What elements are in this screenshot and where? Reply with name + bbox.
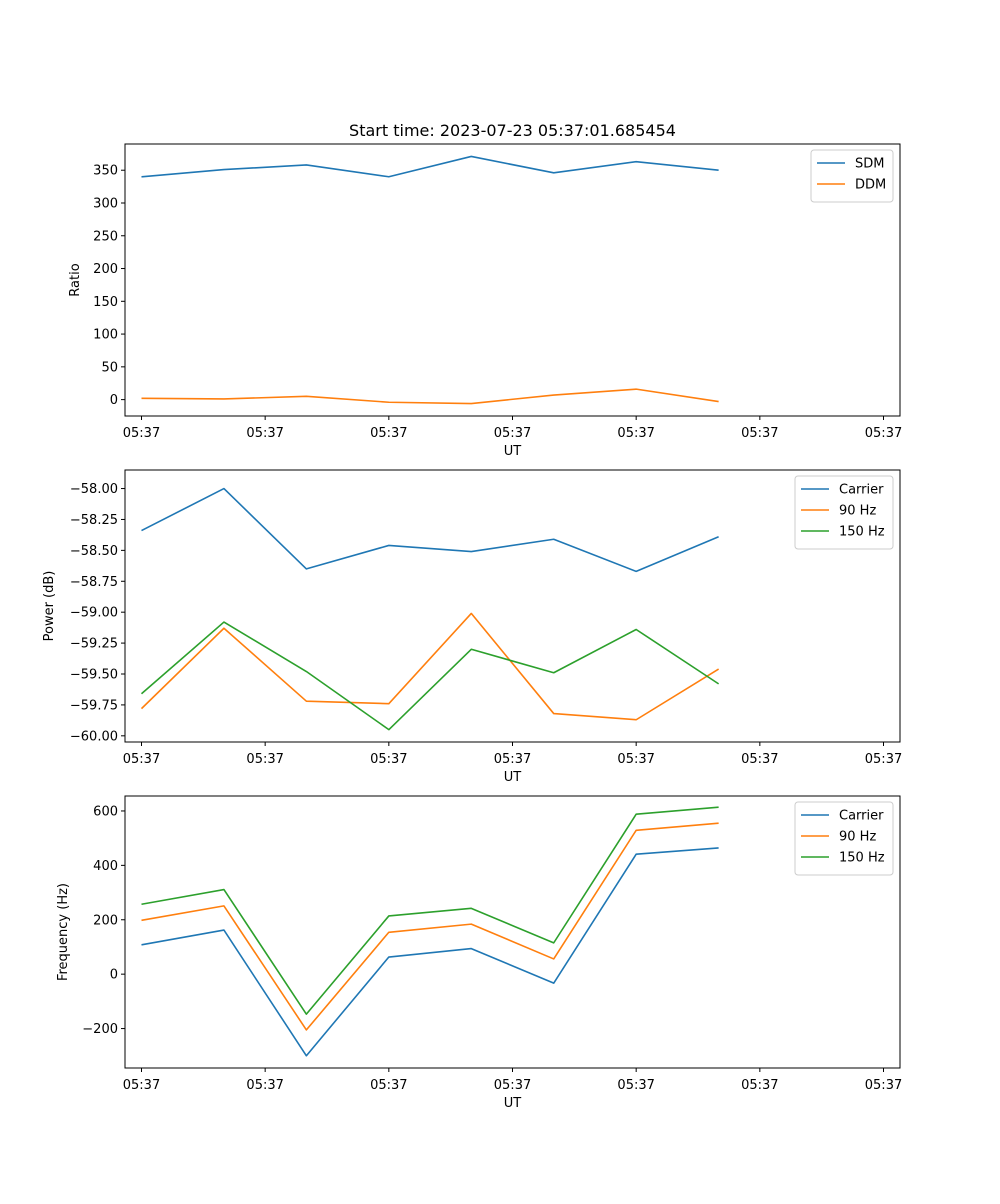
power-x-tick-label: 05:37 — [865, 752, 902, 767]
ratio-x-tick-label: 05:37 — [617, 426, 654, 441]
frequency-legend-label-150-hz: 150 Hz — [839, 851, 885, 866]
chart-title: Start time: 2023-07-23 05:37:01.685454 — [349, 121, 676, 140]
power-legend-label-carrier: Carrier — [839, 483, 884, 498]
power-y-tick-label: −59.50 — [70, 668, 118, 683]
power-x-tick-label: 05:37 — [741, 752, 778, 767]
power-series-150-hz-line — [140, 621, 720, 731]
power-legend: Carrier 90 Hz 150 Hz — [794, 475, 894, 550]
power-legend-label-90-hz: 90 Hz — [839, 504, 876, 519]
frequency-y-axis-label: Frequency (Hz) — [56, 883, 71, 981]
power-series-90-hz-line — [140, 612, 720, 721]
power-legend-label-150-hz: 150 Hz — [839, 525, 885, 540]
power-y-tick-label: −58.75 — [70, 575, 118, 590]
frequency-x-tick-label: 05:37 — [246, 1078, 283, 1093]
power-x-axis-label: UT — [504, 770, 522, 785]
frequency-x-tick-label: 05:37 — [617, 1078, 654, 1093]
power-y-tick-label: −58.50 — [70, 544, 118, 559]
ratio-x-tick-label: 05:37 — [370, 426, 407, 441]
ratio-x-tick-label: 05:37 — [123, 426, 160, 441]
frequency-panel: −200 0 200 400 600 05:37 05:37 05:37 05:37 05:37 0… — [56, 795, 902, 1111]
frequency-x-tick-label: 05:37 — [865, 1078, 902, 1093]
frequency-x-tick-label: 05:37 — [123, 1078, 160, 1093]
power-y-axis-label: Power (dB) — [42, 571, 57, 642]
frequency-legend-label-carrier: Carrier — [839, 809, 884, 824]
frequency-y-tick-label: −200 — [82, 1022, 118, 1037]
ratio-legend-label-ddm: DDM — [855, 178, 886, 193]
ratio-x-axis-label: UT — [504, 444, 522, 459]
ratio-panel: 0 50 100 150 200 250 300 350 05:37 05:37 05:37 05:3… — [68, 143, 902, 459]
ratio-x-tick-label: 05:37 — [246, 426, 283, 441]
power-x-tick-label: 05:37 — [494, 752, 531, 767]
ratio-y-tick-label: 150 — [93, 295, 118, 310]
frequency-x-axis-label: UT — [504, 1096, 522, 1111]
ratio-y-tick-label: 350 — [93, 164, 118, 179]
ratio-y-tick-label: 300 — [93, 196, 118, 211]
frequency-y-tick-label: 200 — [93, 913, 118, 928]
power-x-tick-label: 05:37 — [246, 752, 283, 767]
power-x-tick-label: 05:37 — [617, 752, 654, 767]
power-y-tick-label: −59.25 — [70, 637, 118, 652]
power-y-tick-label: −58.25 — [70, 513, 118, 528]
power-y-tick-label: −58.00 — [70, 482, 118, 497]
ratio-legend: SDM DDM — [810, 149, 894, 203]
ratio-x-tick-label: 05:37 — [494, 426, 531, 441]
power-x-tick-label: 05:37 — [123, 752, 160, 767]
frequency-y-tick-label: 400 — [93, 859, 118, 874]
power-series-carrier-line — [141, 487, 719, 573]
power-x-tick-label: 05:37 — [370, 752, 407, 767]
ratio-y-tick-label: 100 — [93, 328, 118, 343]
ratio-x-tick-label: 05:37 — [865, 426, 902, 441]
power-panel: −60.00 −59.75 −59.50 −59.25 −59.00 −58.75 −58.… — [42, 469, 902, 785]
ratio-y-tick-label: 200 — [93, 262, 118, 277]
ratio-series-ddm-line — [141, 388, 719, 405]
ratio-y-tick-label: 0 — [110, 393, 118, 408]
power-y-tick-label: −59.75 — [70, 698, 118, 713]
frequency-x-tick-label: 05:37 — [370, 1078, 407, 1093]
ratio-y-tick-label: 250 — [93, 229, 118, 244]
frequency-legend: Carrier 90 Hz 150 Hz — [794, 801, 894, 876]
frequency-series-90-hz-line — [141, 822, 719, 1031]
frequency-y-tick-label: 0 — [110, 968, 118, 983]
power-y-tick-label: −59.00 — [70, 606, 118, 621]
frequency-x-tick-label: 05:37 — [494, 1078, 531, 1093]
ratio-y-axis-label: Ratio — [68, 263, 83, 296]
frequency-series-150-hz-line — [141, 806, 719, 1015]
ratio-x-tick-label: 05:37 — [741, 426, 778, 441]
frequency-x-tick-label: 05:37 — [741, 1078, 778, 1093]
ratio-series-sdm-line — [141, 155, 719, 178]
frequency-series-carrier-line — [141, 847, 719, 1057]
frequency-legend-label-90-hz: 90 Hz — [839, 830, 876, 845]
power-y-tick-label: −60.00 — [70, 729, 118, 744]
ratio-legend-label-sdm: SDM — [855, 157, 884, 172]
frequency-y-tick-label: 600 — [93, 804, 118, 819]
ratio-y-tick-label: 50 — [101, 360, 118, 375]
